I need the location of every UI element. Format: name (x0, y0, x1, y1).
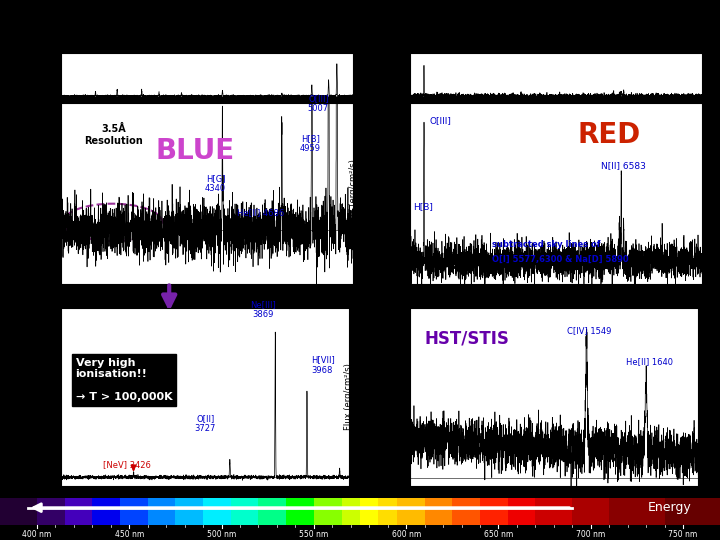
Bar (536, 498, 572, 524)
Text: BLUE: BLUE (156, 138, 235, 165)
Text: Ne[III]
3869: Ne[III] 3869 (250, 300, 276, 320)
Text: 700 nm: 700 nm (576, 530, 606, 539)
Text: O[II]
3727: O[II] 3727 (194, 414, 216, 434)
Bar (231, 498, 258, 524)
Bar (508, 498, 536, 524)
Bar (360, 498, 379, 524)
Text: H[B]: H[B] (413, 202, 433, 211)
Text: 500 nm: 500 nm (207, 530, 236, 539)
Text: H[B]
4959: H[B] 4959 (300, 134, 320, 153)
Bar (425, 498, 452, 524)
Bar (452, 498, 480, 524)
Bar (379, 498, 397, 524)
Text: HST/STIS: HST/STIS (425, 329, 510, 347)
Text: 550 nm: 550 nm (300, 530, 328, 539)
Text: Very high
ionisation!!

→ T > 100,000K: Very high ionisation!! → T > 100,000K (76, 357, 172, 402)
Bar (120, 498, 148, 524)
Y-axis label: Flux (erg/cm²/s): Flux (erg/cm²/s) (349, 160, 358, 226)
Bar (92, 498, 120, 524)
Bar (148, 498, 176, 524)
Bar (572, 498, 609, 524)
Bar (65, 498, 92, 524)
Text: 450 nm: 450 nm (114, 530, 144, 539)
Text: C[IV] 1549: C[IV] 1549 (567, 326, 612, 335)
X-axis label: Wavelength, A: Wavelength, A (524, 510, 585, 519)
Text: subtracted sky lines of: subtracted sky lines of (492, 240, 600, 249)
Text: H[VII]
3968: H[VII] 3968 (311, 356, 335, 375)
Y-axis label: Flux (erg/cm²/s): Flux (erg/cm²/s) (0, 160, 9, 226)
Text: 650 nm: 650 nm (484, 530, 513, 539)
Bar (609, 498, 665, 524)
Bar (286, 498, 314, 524)
Text: H[G]
4340: H[G] 4340 (205, 174, 226, 193)
Bar (203, 498, 231, 524)
Text: He[II] 1640: He[II] 1640 (626, 357, 673, 366)
Text: RED: RED (577, 121, 640, 149)
Bar (258, 498, 286, 524)
Bar (37, 498, 65, 524)
Bar (480, 498, 508, 524)
Text: Energy: Energy (647, 501, 691, 514)
Bar (341, 498, 360, 524)
Text: The line emission spectra in visible (WIYN) and UV (HST): The line emission spectra in visible (WI… (14, 17, 546, 35)
Y-axis label: Flux (erg/cm²/s): Flux (erg/cm²/s) (344, 363, 353, 430)
Text: [NeV] 3426: [NeV] 3426 (103, 460, 150, 469)
Bar (0, 498, 37, 524)
Bar (176, 498, 203, 524)
Text: 750 nm: 750 nm (668, 530, 698, 539)
X-axis label: Wavelength, A: Wavelength, A (526, 308, 587, 317)
Bar (665, 498, 720, 524)
X-axis label: Wavelength, A: Wavelength, A (175, 510, 235, 519)
Text: O[III]: O[III] (429, 116, 451, 125)
Text: 3.5Å
Resolution: 3.5Å Resolution (84, 124, 143, 146)
Text: 400 nm: 400 nm (22, 530, 52, 539)
Text: O[III]
5007: O[III] 5007 (307, 94, 329, 113)
Text: N[II] 6583: N[II] 6583 (600, 161, 645, 171)
X-axis label: Wavelength, A: Wavelength, A (176, 308, 238, 317)
Text: He[II] 4686: He[II] 4686 (237, 208, 284, 217)
Y-axis label: Flux (erg/cm²/s): Flux (erg/cm²/s) (0, 363, 9, 430)
Bar (314, 498, 341, 524)
Text: O[I] 5577,6300 & Na[D] 5890: O[I] 5577,6300 & Na[D] 5890 (492, 255, 629, 264)
Text: 600 nm: 600 nm (392, 530, 420, 539)
Bar (397, 498, 425, 524)
